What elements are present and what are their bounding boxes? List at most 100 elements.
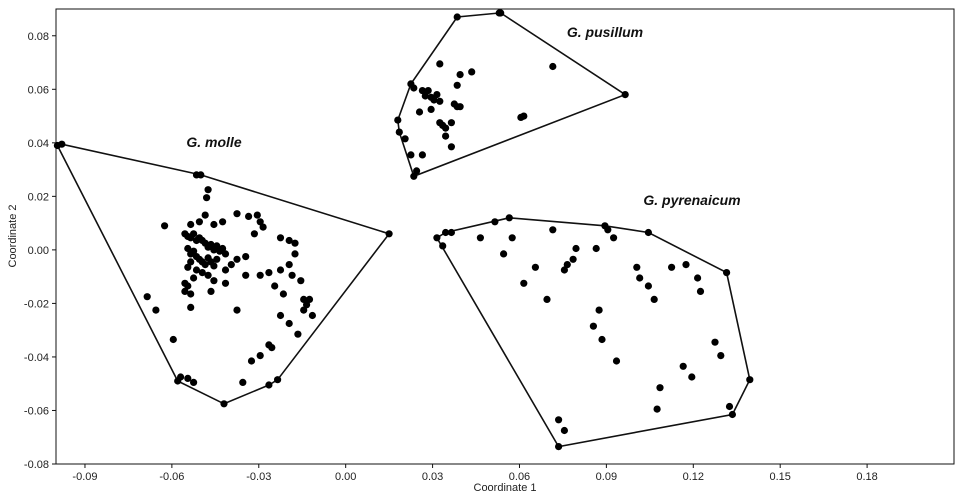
point-g-molle xyxy=(305,295,314,303)
point-g-molle xyxy=(187,220,195,229)
point-g-molle xyxy=(201,261,209,269)
point-g-pusillum xyxy=(497,9,505,17)
point-g-pusillum xyxy=(621,91,629,99)
point-g-pusillum xyxy=(413,167,421,175)
point-g-molle xyxy=(297,277,305,285)
point-g-pyrenaicum xyxy=(555,416,563,424)
point-g-pusillum xyxy=(468,68,476,76)
point-g-molle xyxy=(195,218,203,226)
y-tick-label: 0.08 xyxy=(28,31,49,43)
point-g-molle xyxy=(288,271,296,279)
point-g-molle xyxy=(192,266,201,274)
x-tick-label: 0.06 xyxy=(509,471,530,483)
point-g-pyrenaicum xyxy=(491,218,499,226)
x-tick-label: -0.06 xyxy=(159,471,184,483)
convex-hulls xyxy=(56,12,751,448)
point-g-molle xyxy=(268,344,276,352)
point-g-molle xyxy=(187,290,195,298)
x-tick-label: -0.09 xyxy=(72,471,97,483)
point-g-pusillum xyxy=(453,13,461,21)
point-g-pyrenaicum xyxy=(560,426,569,435)
data-points xyxy=(53,9,754,451)
x-tick-label: 0.09 xyxy=(596,471,617,483)
point-g-pyrenaicum xyxy=(569,255,577,263)
point-g-molle xyxy=(285,236,293,245)
group-label-pusillum: G. pusillum xyxy=(567,24,643,40)
point-g-pusillum xyxy=(442,124,450,132)
point-g-molle xyxy=(197,171,205,179)
point-g-pusillum xyxy=(424,87,432,95)
point-g-molle xyxy=(221,250,230,258)
point-g-molle xyxy=(187,303,195,311)
y-axis-label: Coordinate 2 xyxy=(7,205,19,268)
point-g-pyrenaicum xyxy=(604,226,612,234)
group-label-pyrenaicum: G. pyrenaicum xyxy=(643,192,740,208)
point-g-pusillum xyxy=(442,132,450,140)
point-g-molle xyxy=(204,186,212,194)
point-g-pyrenaicum xyxy=(644,282,653,290)
point-g-pusillum xyxy=(421,92,429,100)
point-g-pyrenaicum xyxy=(723,269,731,277)
point-g-molle xyxy=(152,306,160,314)
point-g-molle xyxy=(181,287,189,295)
point-g-molle xyxy=(203,194,211,202)
point-g-molle xyxy=(233,255,241,263)
x-tick-label: -0.03 xyxy=(246,471,271,483)
point-g-molle xyxy=(207,287,215,295)
point-g-molle xyxy=(143,293,151,301)
point-g-molle xyxy=(303,301,311,309)
point-g-molle xyxy=(210,262,218,270)
point-g-molle xyxy=(256,352,264,360)
point-g-pusillum xyxy=(401,135,409,143)
point-g-molle xyxy=(239,378,247,386)
point-g-molle xyxy=(242,253,250,261)
point-g-pyrenaicum xyxy=(563,261,571,269)
point-g-molle xyxy=(308,311,316,320)
point-g-molle xyxy=(184,244,192,253)
point-g-molle xyxy=(279,290,287,298)
point-g-molle xyxy=(300,295,308,303)
point-g-molle xyxy=(256,271,264,279)
point-g-molle xyxy=(291,239,299,247)
y-tick-label: 0.04 xyxy=(28,138,49,150)
point-g-pusillum xyxy=(430,96,438,104)
point-g-molle xyxy=(265,269,273,277)
point-g-pyrenaicum xyxy=(572,244,580,253)
point-g-molle xyxy=(276,311,285,320)
point-g-pyrenaicum xyxy=(650,295,658,303)
point-g-molle xyxy=(300,306,308,314)
point-g-molle xyxy=(169,335,177,344)
point-g-molle xyxy=(233,306,241,314)
point-g-pyrenaicum xyxy=(694,274,702,282)
point-g-pyrenaicum xyxy=(688,373,696,381)
point-g-molle xyxy=(245,212,253,220)
point-g-pusillum xyxy=(395,128,403,136)
point-g-pyrenaicum xyxy=(433,234,441,242)
x-tick-label: 0.03 xyxy=(422,471,443,483)
point-g-molle xyxy=(271,282,279,290)
point-g-molle xyxy=(177,373,185,381)
point-g-molle xyxy=(274,376,282,384)
point-g-pusillum xyxy=(549,62,557,71)
point-g-molle xyxy=(201,211,209,219)
point-g-pusillum xyxy=(436,60,444,68)
point-g-pyrenaicum xyxy=(531,263,540,271)
point-g-pyrenaicum xyxy=(728,410,737,419)
point-g-pyrenaicum xyxy=(592,244,600,253)
point-g-molle xyxy=(198,269,206,277)
point-g-molle xyxy=(219,244,227,253)
point-g-pusillum xyxy=(427,105,435,113)
hull-g-pyrenaicum xyxy=(435,216,751,448)
point-g-pyrenaicum xyxy=(549,226,557,234)
point-g-pyrenaicum xyxy=(505,214,513,222)
point-g-molle xyxy=(210,220,218,229)
point-g-pyrenaicum xyxy=(508,234,516,242)
point-g-molle xyxy=(190,230,198,238)
x-axis: -0.09 -0.06 -0.03 0.00 0.03 0.06 0.09 0.12 0.15 0… xyxy=(72,464,878,483)
point-g-pyrenaicum xyxy=(520,279,528,287)
point-g-molle xyxy=(265,381,273,389)
x-tick-label: 0.18 xyxy=(856,471,877,483)
point-g-pyrenaicum xyxy=(653,405,661,413)
